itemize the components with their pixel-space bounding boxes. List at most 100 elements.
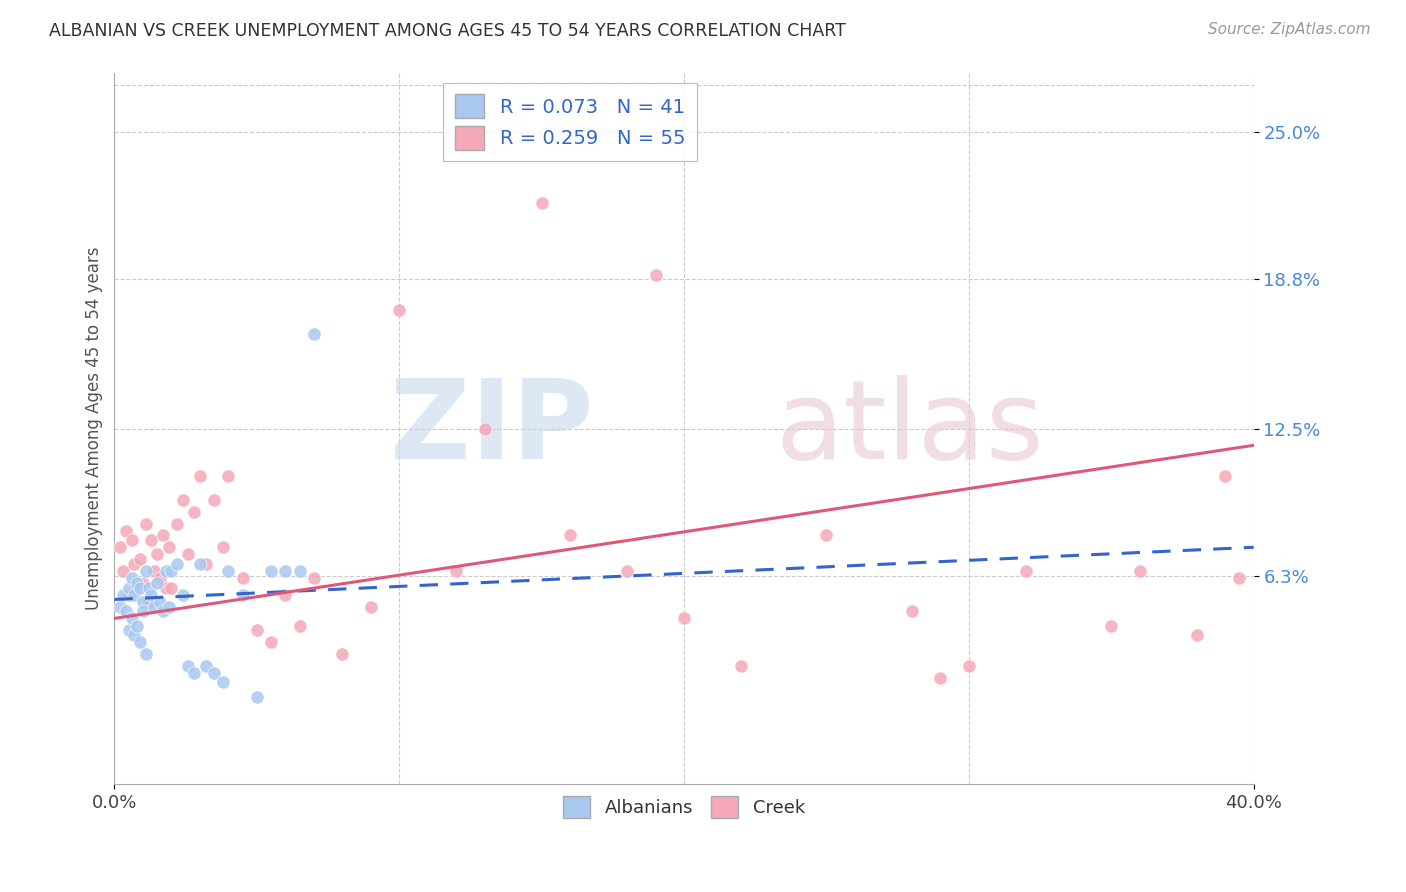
Point: [616, 564, 638, 578]
Point: [135, 564, 157, 578]
Point: [202, 492, 225, 507]
Point: [111, 588, 134, 602]
Point: [288, 618, 311, 632]
Point: [302, 571, 325, 585]
Y-axis label: Unemployment Among Ages 45 to 54 years: Unemployment Among Ages 45 to 54 years: [86, 247, 103, 610]
Point: [260, 564, 283, 578]
Point: [1099, 618, 1122, 632]
Point: [118, 588, 141, 602]
Point: [177, 548, 200, 562]
Point: [108, 541, 131, 555]
Point: [530, 196, 553, 211]
Point: [202, 665, 225, 680]
Point: [172, 588, 194, 602]
Point: [127, 618, 149, 632]
Point: [138, 595, 160, 609]
Point: [124, 588, 146, 602]
Point: [901, 604, 924, 618]
Point: [1129, 564, 1152, 578]
Point: [183, 505, 205, 519]
Legend: Albanians, Creek: Albanians, Creek: [555, 789, 813, 825]
Point: [157, 599, 180, 614]
Point: [246, 690, 269, 704]
Point: [1015, 564, 1038, 578]
Point: [146, 548, 169, 562]
Point: [108, 599, 131, 614]
Point: [111, 564, 134, 578]
Text: Source: ZipAtlas.com: Source: ZipAtlas.com: [1208, 22, 1371, 37]
Point: [149, 595, 172, 609]
Point: [146, 575, 169, 590]
Point: [155, 564, 177, 578]
Point: [274, 588, 297, 602]
Point: [217, 469, 239, 483]
Point: [160, 581, 183, 595]
Point: [177, 658, 200, 673]
Point: [124, 628, 146, 642]
Point: [194, 658, 217, 673]
Point: [217, 564, 239, 578]
Point: [143, 564, 166, 578]
Point: [444, 564, 467, 578]
Point: [118, 581, 141, 595]
Point: [152, 528, 174, 542]
Point: [129, 635, 152, 649]
Point: [138, 581, 160, 595]
Point: [260, 635, 283, 649]
Point: [194, 557, 217, 571]
Point: [188, 469, 211, 483]
Point: [118, 624, 141, 638]
Point: [644, 268, 666, 282]
Point: [288, 564, 311, 578]
Point: [929, 671, 952, 685]
Point: [302, 326, 325, 341]
Text: ALBANIAN VS CREEK UNEMPLOYMENT AMONG AGES 45 TO 54 YEARS CORRELATION CHART: ALBANIAN VS CREEK UNEMPLOYMENT AMONG AGE…: [49, 22, 846, 40]
Point: [143, 599, 166, 614]
Point: [166, 557, 188, 571]
Point: [232, 588, 254, 602]
Point: [135, 647, 157, 661]
Point: [1229, 571, 1251, 585]
Point: [135, 516, 157, 531]
Point: [152, 604, 174, 618]
Point: [211, 675, 233, 690]
Point: [121, 533, 143, 548]
Point: [132, 575, 155, 590]
Point: [132, 604, 155, 618]
Text: atlas: atlas: [775, 376, 1043, 483]
Point: [360, 599, 382, 614]
Point: [183, 665, 205, 680]
Point: [1213, 469, 1236, 483]
Point: [160, 564, 183, 578]
Point: [474, 422, 496, 436]
Point: [129, 552, 152, 566]
Point: [166, 516, 188, 531]
Point: [730, 658, 752, 673]
Point: [114, 524, 136, 538]
Point: [114, 604, 136, 618]
Point: [132, 595, 155, 609]
Point: [149, 571, 172, 585]
Point: [127, 575, 149, 590]
Point: [330, 647, 353, 661]
Point: [121, 611, 143, 625]
Point: [188, 557, 211, 571]
Point: [211, 541, 233, 555]
Point: [141, 533, 163, 548]
Point: [157, 541, 180, 555]
Point: [127, 581, 149, 595]
Point: [232, 571, 254, 585]
Point: [129, 581, 152, 595]
Text: ZIP: ZIP: [389, 376, 593, 483]
Point: [560, 528, 582, 542]
Point: [121, 571, 143, 585]
Point: [141, 588, 163, 602]
Point: [274, 564, 297, 578]
Point: [957, 658, 980, 673]
Point: [246, 624, 269, 638]
Point: [673, 611, 696, 625]
Point: [1185, 628, 1208, 642]
Point: [124, 557, 146, 571]
Point: [155, 581, 177, 595]
Point: [172, 492, 194, 507]
